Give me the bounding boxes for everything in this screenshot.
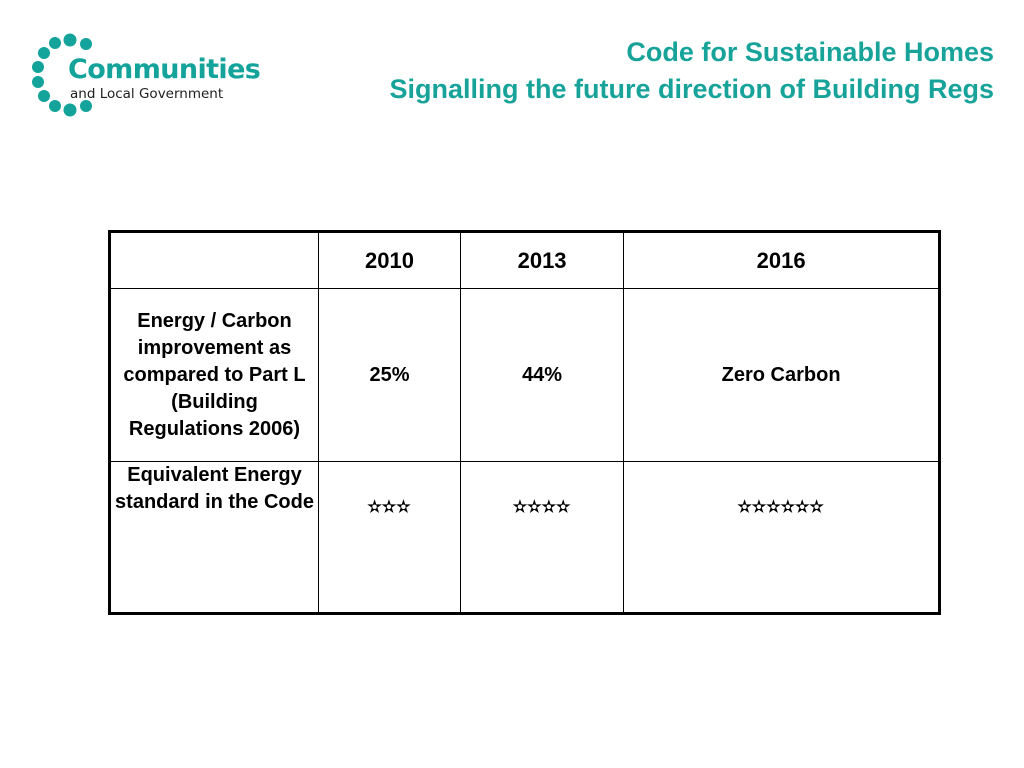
logo-dots-icon: [32, 33, 92, 117]
table-header-row: 2010 2013 2016: [109, 231, 940, 289]
table-row: Energy / Carbon improvement as compared …: [109, 288, 940, 462]
logo-wordmark: Communities: [68, 54, 261, 85]
slide-title: Code for Sustainable Homes Signalling th…: [390, 34, 995, 108]
cell-2013-improvement: 44%: [459, 288, 625, 462]
table-row: Equivalent Energy standard in the Code ✫…: [109, 461, 940, 614]
row-label-energy-standard: Equivalent Energy standard in the Code: [109, 461, 319, 614]
cell-2016-stars: ✫✫✫✫✫✫: [623, 461, 940, 614]
slide-title-line1: Code for Sustainable Homes: [626, 37, 994, 67]
code-targets-table: 2010 2013 2016 Energy / Carbon improveme…: [108, 230, 941, 615]
logo-subtitle: and Local Government: [70, 86, 224, 102]
row-label-energy-carbon: Energy / Carbon improvement as compared …: [109, 288, 319, 462]
table-header-2016: 2016: [623, 231, 940, 289]
table-header-2013: 2013: [459, 231, 625, 289]
cell-2016-improvement: Zero Carbon: [623, 288, 940, 462]
table-header-2010: 2010: [318, 231, 461, 289]
logo: Communities and Local Government: [28, 30, 268, 122]
slide-title-line2: Signalling the future direction of Build…: [389, 74, 995, 104]
cell-2010-stars: ✫✫✫: [318, 461, 461, 614]
cell-2013-stars: ✫✫✫✫: [459, 461, 625, 614]
cell-2010-improvement: 25%: [318, 288, 461, 462]
table-header-empty: [109, 231, 319, 289]
